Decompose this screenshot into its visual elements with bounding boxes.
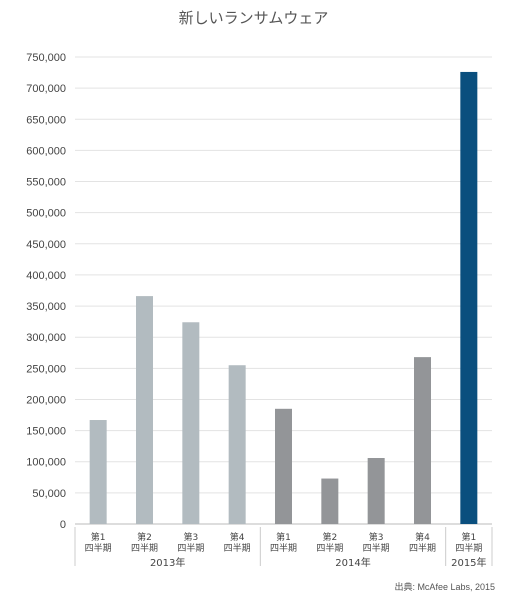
y-tick-label: 750,000 [26,52,66,64]
year-label: 2015年 [451,556,486,569]
y-tick-label: 200,000 [26,394,66,406]
x-tick-label-sub: 四半期 [270,542,297,554]
x-tick-label-sub: 四半期 [455,542,482,554]
year-label: 2013年 [150,556,185,569]
y-tick-label: 150,000 [26,426,66,438]
x-tick-label-quarter: 第1 [276,531,291,543]
x-tick-label-quarter: 第2 [137,531,152,543]
bar [89,420,107,524]
y-tick-label: 400,000 [26,270,66,282]
y-tick-label: 250,000 [26,363,66,375]
y-tick-label: 300,000 [26,332,66,344]
y-tick-label: 0 [60,519,66,531]
y-tick-label: 650,000 [26,114,66,126]
bar [460,71,478,524]
x-tick-label-sub: 四半期 [409,542,436,554]
y-tick-label: 700,000 [26,83,66,95]
bar [136,296,153,524]
source-note: 出典: McAfee Labs, 2015 [394,582,495,592]
x-tick-label-quarter: 第2 [322,531,337,543]
x-tick-label-sub: 四半期 [131,542,158,554]
y-tick-label: 500,000 [26,208,66,220]
x-tick-label-quarter: 第4 [230,531,245,543]
x-tick-label-sub: 四半期 [363,542,390,554]
y-tick-label: 450,000 [26,239,66,251]
y-tick-label: 600,000 [26,145,66,157]
bar [321,478,339,524]
bar [414,357,431,524]
x-tick-label-quarter: 第3 [183,531,198,543]
bar [228,365,246,524]
chart-title: 新しいランサムウェア [178,9,329,27]
x-tick-label-quarter: 第1 [91,531,106,543]
x-tick-label-sub: 四半期 [177,542,204,554]
x-tick-label-quarter: 第3 [369,531,384,543]
x-tick-label-sub: 四半期 [85,542,112,554]
x-tick-label-quarter: 第1 [461,531,476,543]
x-tick-label-sub: 四半期 [224,542,251,554]
bar [275,408,292,524]
y-tick-label: 550,000 [26,177,66,189]
bar [367,457,385,524]
y-tick-label: 100,000 [26,457,66,469]
y-tick-label: 50,000 [32,488,66,500]
bar [182,322,200,524]
x-tick-label-quarter: 第4 [415,531,430,543]
y-tick-label: 350,000 [26,301,66,313]
x-tick-label-sub: 四半期 [316,542,343,554]
year-label: 2014年 [335,556,370,569]
